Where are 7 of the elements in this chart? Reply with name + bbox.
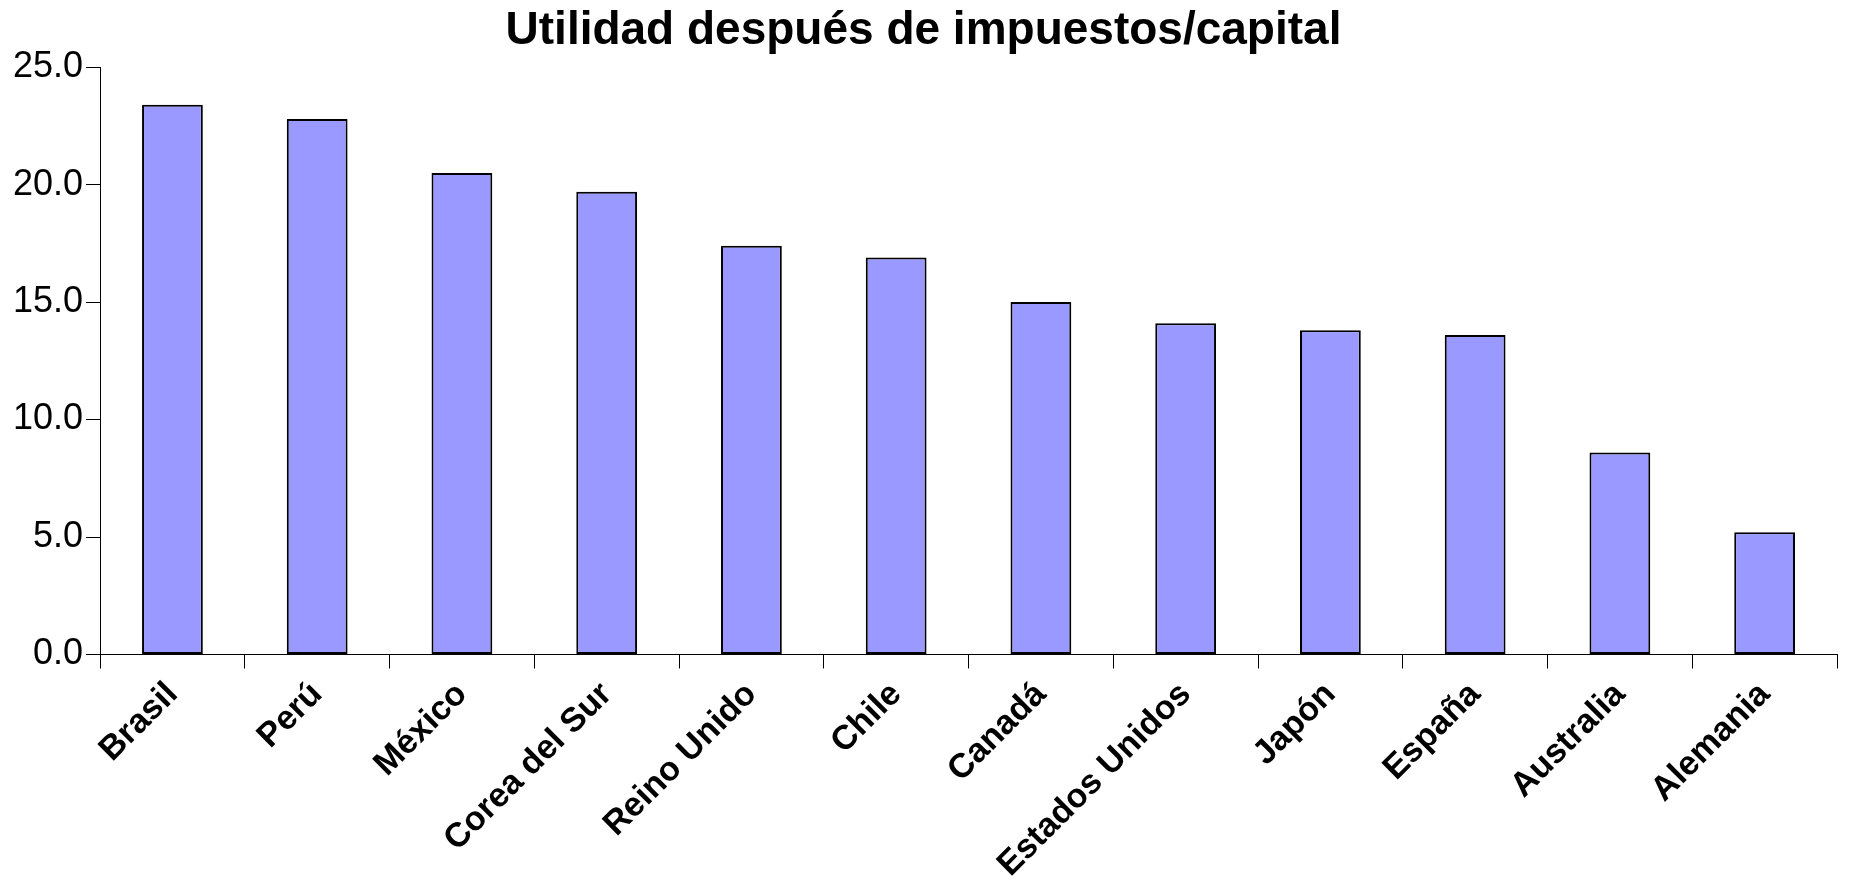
y-tick-label: 15.0 [12, 279, 84, 321]
y-tick-label: 0.0 [33, 631, 84, 673]
chart-title: Utilidad después de impuestos/capital [505, 2, 1342, 55]
y-tick-label: 25.0 [12, 44, 84, 86]
y-tick-label: 20.0 [12, 161, 84, 203]
y-tick-label: 10.0 [12, 396, 84, 438]
y-tick-label: 5.0 [33, 513, 84, 555]
